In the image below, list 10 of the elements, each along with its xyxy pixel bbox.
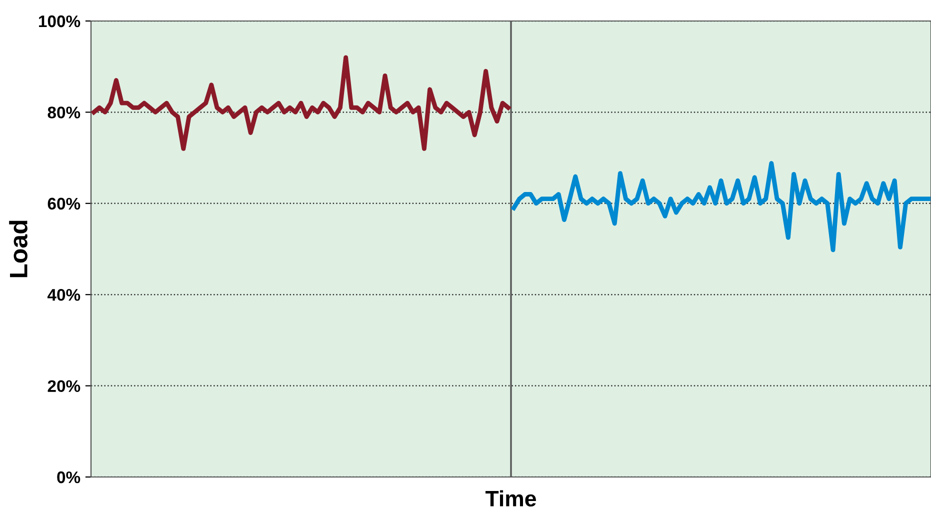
y-tick-label: 100% [39,15,80,28]
line-series [92,55,510,151]
y-tick-label: 40% [47,289,80,301]
y-tick-label: 80% [48,106,80,118]
y-tick-label: 20% [48,380,80,392]
y-tick-label: 0% [57,471,80,484]
x-axis-title: Time [486,490,536,507]
y-axis-title: Load [9,220,28,278]
y-tick-label: 60% [48,198,80,210]
line-series [512,161,930,252]
